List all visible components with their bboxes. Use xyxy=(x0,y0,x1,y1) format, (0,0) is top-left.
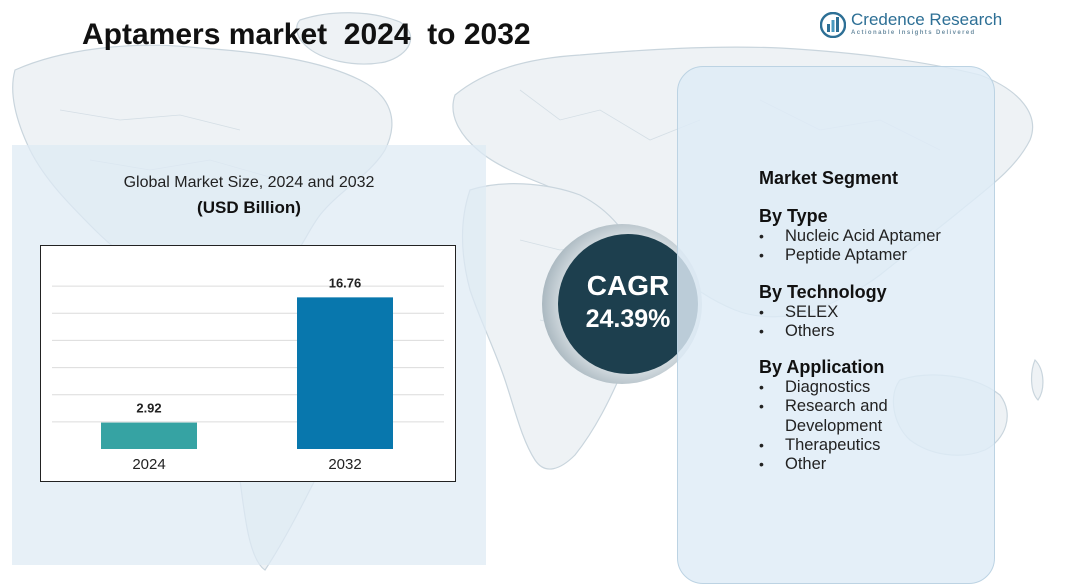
brand-logo[interactable]: Credence Research Actionable Insights De… xyxy=(820,10,1010,44)
data-label: 2.92 xyxy=(136,401,161,416)
page-title: Aptamers market 2024 to 2032 xyxy=(82,18,531,51)
cagr-badge xyxy=(530,222,705,387)
segment-item: Diagnostics xyxy=(759,378,989,398)
chart-unit: (USD Billion) xyxy=(197,198,301,217)
segment-group-title: By Technology xyxy=(759,281,887,302)
cagr-value: 24.39% xyxy=(585,305,671,333)
segment-item: Others xyxy=(759,322,989,342)
segment-heading: Market Segment xyxy=(759,168,899,188)
cagr-circle xyxy=(542,224,702,384)
credence-logo-icon xyxy=(820,12,846,38)
segment-group-application: By Application Diagnostics Research and … xyxy=(759,356,989,475)
segment-item: Other xyxy=(759,455,989,475)
x-tick-label: 2024 xyxy=(132,456,165,473)
brand-name: Credence Research xyxy=(851,10,1003,29)
segment-item: Peptide Aptamer xyxy=(759,246,989,266)
segment-item: Research and Development xyxy=(759,397,989,436)
segment-item: Nucleic Acid Aptamer xyxy=(759,227,989,247)
segment-group-technology: By Technology SELEX Others xyxy=(759,281,989,342)
cagr-label: CAGR xyxy=(586,270,670,301)
chart-title: Global Market Size, 2024 and 2032 xyxy=(123,174,375,191)
bar-chart: 2.92 2024 16.76 2032 xyxy=(40,245,456,482)
data-label: 16.76 xyxy=(329,275,362,290)
segment-item: SELEX xyxy=(759,303,989,323)
segment-group-type: By Type Nucleic Acid Aptamer Peptide Apt… xyxy=(759,205,989,266)
bar-2032 xyxy=(297,297,393,449)
bar-2024 xyxy=(101,422,197,449)
x-tick-label: 2032 xyxy=(328,456,361,473)
segment-item: Therapeutics xyxy=(759,436,989,456)
segment-group-title: By Application xyxy=(759,357,885,378)
brand-tagline: Actionable Insights Delivered xyxy=(851,30,976,36)
segment-content: Market Segment By Type Nucleic Acid Apta… xyxy=(759,168,989,490)
segment-group-title: By Type xyxy=(759,206,828,226)
cagr-text: CAGR 24.39% xyxy=(558,270,698,336)
